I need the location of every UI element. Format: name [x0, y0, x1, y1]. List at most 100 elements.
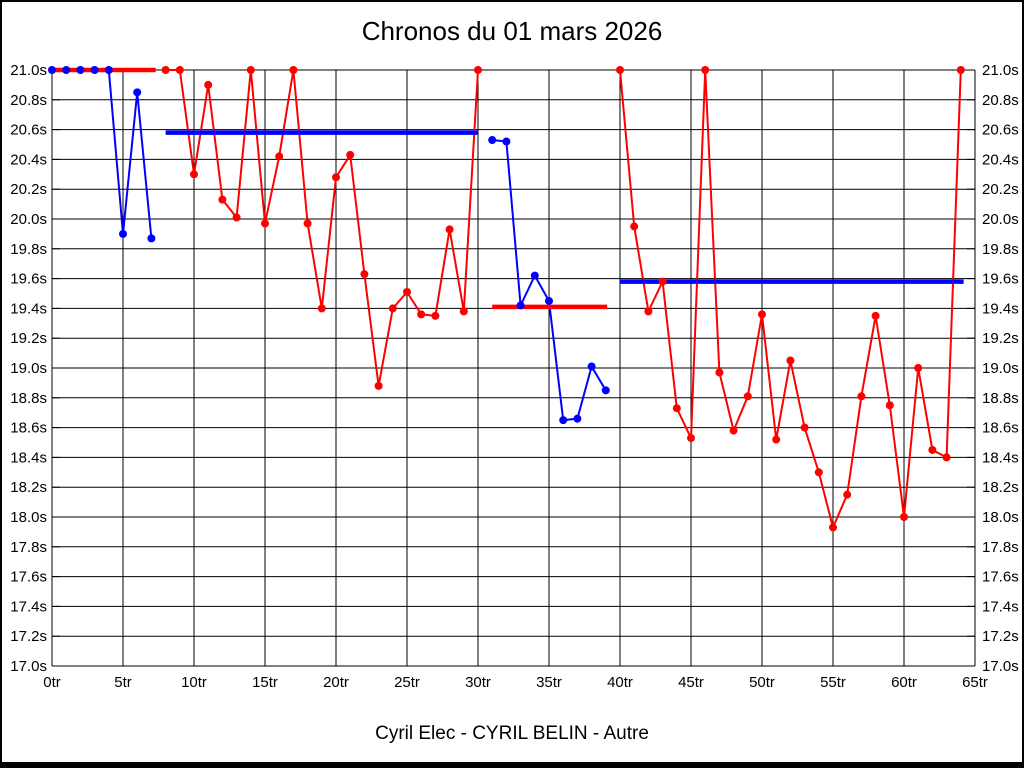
data-point-red-run-2	[687, 434, 695, 443]
data-point-red-run-2	[800, 423, 809, 432]
y-axis-label-left: 19.0s	[10, 360, 47, 377]
y-axis-label-right: 19.4s	[982, 300, 1019, 317]
y-axis-label-left: 17.2s	[10, 628, 47, 645]
data-point-red-run-2	[743, 392, 752, 401]
y-axis-label-left: 19.2s	[10, 330, 47, 347]
data-point-red-run-2	[900, 513, 908, 521]
bottom-border-bar	[2, 762, 1022, 766]
data-point-red-run-2	[885, 401, 894, 410]
data-point-red-run-2	[701, 66, 710, 74]
x-axis-label: 30tr	[465, 674, 491, 691]
data-point-red-run-1	[388, 304, 397, 313]
data-point-red-run-1	[190, 170, 198, 179]
y-axis-label-left: 18.4s	[10, 449, 47, 466]
chart-title: Chronos du 01 mars 2026	[361, 16, 663, 46]
data-point-blue-run-2	[488, 136, 497, 145]
y-axis-label-left: 18.6s	[10, 420, 47, 437]
y-axis-label-left: 20.8s	[10, 92, 47, 109]
data-point-red-run-2	[829, 523, 837, 532]
data-point-red-run-2	[956, 66, 965, 74]
y-axis-label-left: 17.4s	[10, 598, 47, 615]
data-point-red-run-2	[857, 392, 866, 401]
y-axis-label-right: 17.0s	[982, 658, 1019, 675]
data-point-red-run-1	[289, 66, 298, 74]
data-point-red-run-2	[672, 404, 681, 413]
y-axis-label-right: 18.4s	[982, 449, 1019, 466]
data-point-red-run-1	[175, 66, 184, 74]
data-point-red-run-2	[616, 66, 624, 74]
data-point-red-run-1	[218, 195, 227, 204]
y-axis-label-right: 19.2s	[982, 330, 1019, 347]
y-axis-label-left: 17.0s	[10, 658, 47, 675]
y-axis-label-right: 17.4s	[982, 598, 1019, 615]
y-axis-label-right: 20.2s	[982, 181, 1019, 198]
data-point-blue-run-1	[119, 229, 127, 238]
data-point-blue-run-1	[104, 66, 113, 74]
data-point-red-run-2	[630, 222, 639, 231]
data-point-red-run-2	[871, 311, 880, 320]
data-point-red-run-1	[204, 80, 213, 89]
data-point-red-run-1	[403, 288, 411, 297]
data-point-blue-run-2	[530, 271, 539, 280]
y-axis-label-left: 17.8s	[10, 539, 47, 556]
data-point-blue-run-1	[62, 66, 71, 74]
y-axis-label-right: 19.6s	[982, 271, 1019, 288]
data-point-blue-run-2	[502, 137, 511, 146]
y-axis-label-right: 20.0s	[982, 211, 1019, 228]
data-point-red-run-2	[758, 310, 766, 319]
y-axis-label-right: 18.2s	[982, 479, 1019, 496]
y-axis-label-left: 21.0s	[10, 62, 47, 79]
x-axis-label: 55tr	[820, 674, 846, 691]
data-point-red-run-2	[928, 445, 937, 454]
data-point-blue-run-1	[133, 88, 142, 97]
data-point-red-run-2	[814, 468, 823, 477]
x-axis-label: 25tr	[394, 674, 420, 691]
y-axis-label-right: 18.6s	[982, 420, 1019, 437]
x-axis-label: 20tr	[323, 674, 349, 691]
y-axis-label-right: 18.8s	[982, 390, 1019, 407]
y-axis-label-left: 20.4s	[10, 151, 47, 168]
data-point-red-run-1	[445, 225, 454, 234]
data-point-blue-run-2	[601, 386, 610, 395]
data-point-red-run-1	[161, 66, 170, 74]
data-point-red-run-1	[346, 150, 355, 159]
y-axis-label-right: 17.8s	[982, 539, 1019, 556]
data-point-blue-run-1	[90, 66, 99, 74]
y-axis-label-left: 18.8s	[10, 390, 47, 407]
data-point-red-run-1	[474, 66, 482, 74]
y-axis-label-left: 19.8s	[10, 241, 47, 258]
data-point-red-run-1	[303, 219, 312, 228]
y-axis-label-left: 18.2s	[10, 479, 47, 496]
data-point-red-run-2	[786, 356, 795, 365]
data-point-blue-run-2	[516, 301, 525, 310]
data-point-red-run-2	[715, 368, 724, 377]
data-point-red-run-1	[246, 66, 255, 74]
y-axis-label-right: 21.0s	[982, 62, 1019, 79]
y-axis-label-left: 20.6s	[10, 122, 47, 139]
y-axis-label-right: 20.8s	[982, 92, 1019, 109]
data-point-red-run-2	[644, 307, 653, 316]
data-point-red-run-1	[459, 307, 468, 316]
data-point-blue-run-2	[545, 296, 553, 305]
y-axis-label-left: 20.0s	[10, 211, 47, 228]
y-axis-label-right: 17.6s	[982, 569, 1019, 586]
y-axis-label-right: 20.4s	[982, 151, 1019, 168]
x-axis-label: 65tr	[962, 674, 988, 691]
data-point-blue-run-2	[573, 414, 582, 423]
y-axis-label-left: 20.2s	[10, 181, 47, 198]
y-axis-label-left: 19.6s	[10, 271, 47, 288]
data-point-red-run-2	[942, 453, 951, 462]
data-point-blue-run-1	[76, 66, 85, 74]
x-axis-label: 35tr	[536, 674, 562, 691]
y-axis-label-right: 20.6s	[982, 122, 1019, 139]
data-point-blue-run-1	[147, 234, 156, 243]
x-axis-label: 10tr	[181, 674, 207, 691]
y-axis-label-right: 19.8s	[982, 241, 1019, 258]
x-axis-label: 0tr	[43, 674, 61, 691]
y-axis-label-right: 17.2s	[982, 628, 1019, 645]
data-point-red-run-1	[317, 304, 326, 313]
y-axis-label-left: 18.0s	[10, 509, 47, 526]
x-axis-label: 50tr	[749, 674, 775, 691]
data-point-red-run-1	[360, 270, 369, 279]
